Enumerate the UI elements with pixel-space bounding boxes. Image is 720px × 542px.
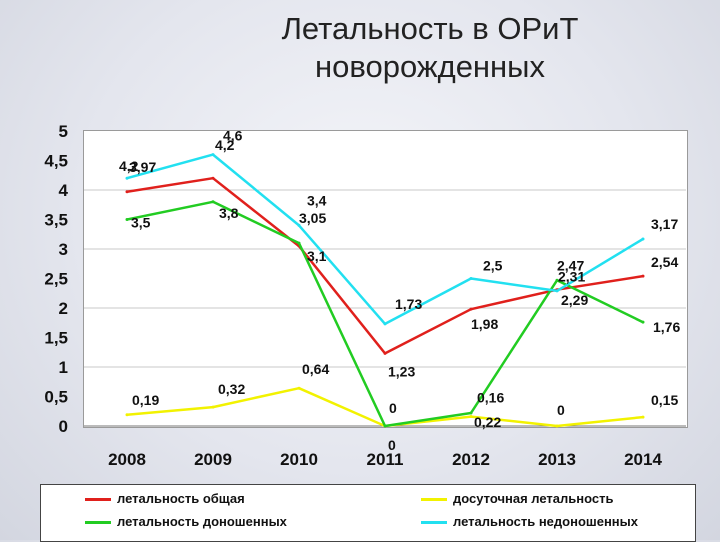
series-line [126,200,644,428]
data-label: 1,98 [471,316,498,332]
y-tick-label: 4,5 [44,152,68,171]
legend: летальность общая досуточная летальность… [40,484,696,542]
legend-swatch-first-day [421,498,447,502]
legend-item-total: летальность общая [85,491,245,506]
x-tick-label: 2011 [367,450,404,469]
data-point [469,277,473,280]
data-point [383,322,387,326]
y-tick-label: 0,5 [44,388,68,407]
data-point [211,200,215,204]
legend-item-full-term: летальность доношенных [85,514,287,529]
data-point [555,289,559,293]
y-tick-label: 1 [59,358,68,377]
data-point [211,153,215,157]
data-label: 3,05 [299,210,326,226]
data-label: 2,47 [557,257,584,273]
data-point [125,190,129,194]
data-label: 0 [388,437,396,453]
legend-label-preterm: летальность недоношенных [453,514,638,529]
data-point [641,320,645,324]
data-label: 3,8 [219,205,239,221]
plot-area [83,130,688,428]
data-label: 0,15 [651,392,678,408]
data-label: 2,54 [651,254,678,270]
data-label: 1,23 [388,363,415,379]
data-point [641,237,645,241]
y-tick-label: 2 [59,299,68,318]
y-tick-label: 4 [59,181,69,200]
chart-title: Летальность в ОРиТ новорожденных [220,10,640,86]
data-label: 4,2 [215,137,235,153]
data-label: 0,22 [474,414,501,430]
y-tick-label: 2,5 [44,270,68,289]
data-label: 1,73 [395,296,422,312]
legend-item-first-day: досуточная летальность [421,491,613,506]
data-label: 0,19 [132,392,159,408]
data-label: 1,76 [653,319,680,335]
data-point [383,424,387,428]
data-point [641,274,645,278]
data-label: 2,31 [558,269,585,285]
data-label: 0,16 [477,390,504,406]
x-tick-label: 2009 [194,450,232,469]
x-tick-label: 2008 [108,450,146,469]
series-line [126,386,644,428]
legend-label-full-term: летальность доношенных [117,514,287,529]
data-point [469,307,473,311]
x-tick-label: 2010 [280,450,318,469]
data-label: 4,6 [223,128,243,144]
y-tick-label: 1,5 [44,329,68,348]
legend-swatch-full-term [85,521,111,525]
data-label: 4,2 [119,158,139,174]
x-tick-label: 2014 [624,450,662,469]
data-point [211,176,215,180]
data-label: 3,1 [307,248,327,264]
data-label: 0 [389,400,397,416]
legend-label-first-day: досуточная летальность [453,491,614,506]
x-tick-label: 2013 [538,450,576,469]
data-label: 0 [557,402,565,418]
chart-title-line1: Летальность в ОРиТ [281,11,579,46]
data-label: 2,5 [483,258,503,274]
data-label: 3,17 [651,216,678,232]
data-label: 3,97 [129,159,156,175]
data-point [125,413,129,417]
data-label: 0,64 [302,361,329,377]
y-tick-label: 0 [59,417,68,436]
legend-swatch-preterm [421,521,447,525]
x-tick-label: 2012 [452,450,490,469]
data-label: 3,5 [131,215,151,231]
data-point [555,278,559,282]
data-point [383,351,387,355]
data-point [297,241,301,245]
data-point [211,405,215,409]
data-point [555,424,559,428]
data-point [125,218,129,221]
data-point [125,176,129,180]
chart-title-line2: новорожденных [315,49,545,84]
data-label: 2,29 [561,292,588,308]
y-tick-label: 5 [59,122,68,141]
data-label: 3,4 [307,192,327,208]
data-label: 0,32 [218,381,245,397]
y-tick-label: 3,5 [44,211,68,230]
y-tick-label: 3 [59,240,68,259]
legend-item-preterm: летальность недоношенных [421,514,638,529]
legend-label-total: летальность общая [117,491,245,506]
data-point [469,415,473,419]
data-point [641,415,645,419]
data-point [297,223,301,227]
legend-swatch-total [85,498,111,502]
data-point [469,411,473,415]
data-point [297,386,301,390]
